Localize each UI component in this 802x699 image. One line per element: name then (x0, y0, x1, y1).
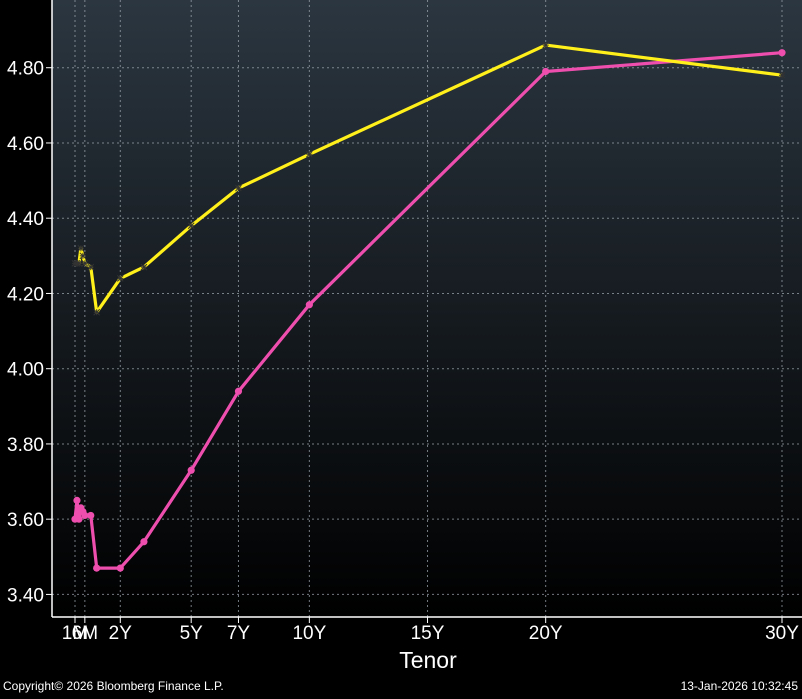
series-2-point (87, 511, 95, 520)
x-tick-label: 1M (62, 623, 88, 644)
series-1-point (93, 308, 101, 316)
series-1-point (542, 41, 550, 49)
series-2-point (93, 564, 101, 572)
y-tick-label: 4.00 (7, 360, 44, 381)
series-2-point (234, 387, 243, 395)
x-axis-title: Tenor (399, 647, 457, 673)
y-tick-label: 3.40 (7, 585, 44, 606)
plot-area (52, 0, 802, 617)
series-1-point (116, 275, 124, 282)
series-1-point (140, 263, 148, 271)
y-tick-label: 4.40 (7, 209, 44, 230)
y-tick-label: 4.20 (7, 284, 44, 305)
series-lines (71, 41, 786, 572)
y-tick-label: 4.60 (7, 134, 44, 155)
series-2-point (140, 538, 148, 546)
x-tick-label: 20Y (529, 623, 563, 644)
x-tick-label: 30Y (765, 623, 799, 644)
series-2-point (116, 564, 124, 572)
series-2-point (542, 67, 550, 76)
series-2-point (81, 511, 89, 520)
y-tick-label: 3.80 (7, 435, 44, 456)
series-1-point (306, 150, 313, 158)
series-1-point (81, 260, 89, 267)
x-tick-label: 15Y (411, 623, 445, 644)
series-1-point (778, 71, 786, 79)
grid-lines (52, 0, 802, 617)
series-1-point (187, 222, 195, 230)
series-2-point (75, 515, 83, 523)
series-1-point (87, 263, 95, 271)
series-2-point (305, 301, 313, 309)
series-1-point (75, 260, 83, 267)
y-tick-label: 3.60 (7, 510, 44, 531)
timestamp-text: 13-Jan-2026 10:32:45 (681, 679, 799, 693)
x-tick-label: 7Y (227, 623, 251, 644)
x-tick-label: 10Y (292, 623, 326, 644)
series-2-point (73, 496, 81, 504)
x-tick-label: 5Y (180, 623, 204, 644)
series-2-point (778, 49, 786, 57)
series-2-point (187, 466, 195, 474)
series-1-point (235, 184, 242, 192)
copyright-text: Copyright© 2026 Bloomberg Finance L.P. (3, 679, 224, 693)
series-1-point (77, 244, 85, 252)
x-tick-label: 6M (72, 623, 98, 644)
x-tick-label: 2Y (109, 623, 133, 644)
y-tick-label: 4.80 (7, 59, 44, 80)
series-1-point (79, 252, 87, 260)
